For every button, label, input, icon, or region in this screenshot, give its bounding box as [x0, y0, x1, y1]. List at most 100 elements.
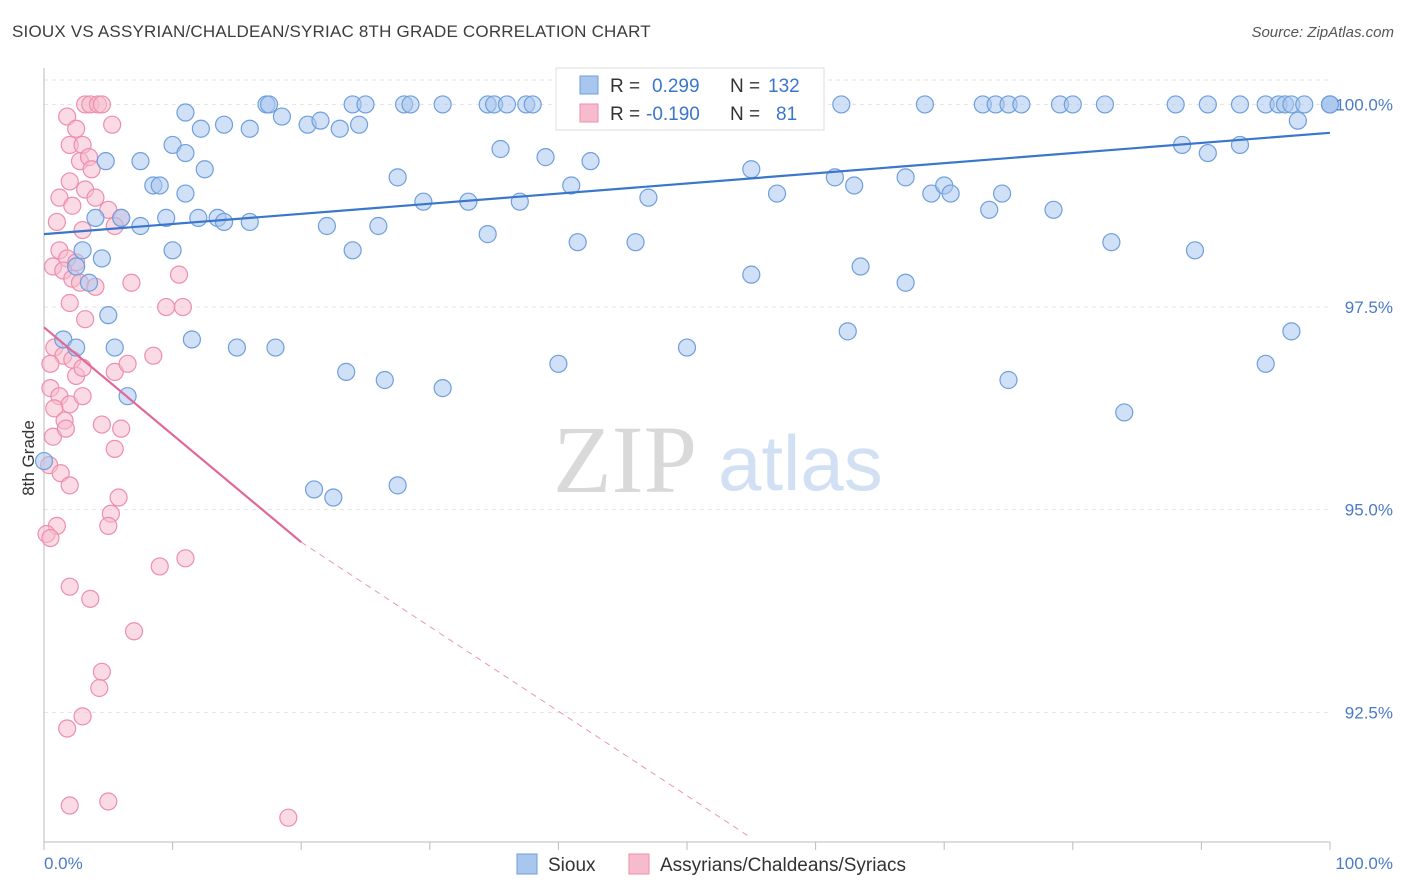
sioux-point [163, 241, 182, 260]
sioux-point [54, 330, 73, 349]
sioux-point [375, 370, 394, 390]
sioux-point [73, 241, 92, 260]
sioux-point [626, 233, 645, 252]
assyrian-point [60, 293, 79, 313]
watermark-atlas: atlas [718, 419, 883, 507]
sioux-point [941, 184, 960, 203]
assyrian-point [45, 399, 64, 418]
assyrian-point [43, 427, 63, 446]
y-tick-label-1: 95.0% [1345, 501, 1393, 520]
legend-n-value-1: 132 [768, 76, 800, 97]
sioux-point [1063, 95, 1082, 114]
sioux-point [343, 241, 362, 260]
sioux-point [1095, 95, 1115, 114]
x-tick-labels: 0.0% 100.0% [44, 854, 1393, 873]
sioux-point [562, 176, 581, 195]
sioux-point [317, 216, 337, 236]
assyrian-point [58, 719, 77, 738]
sioux-point [838, 322, 857, 341]
sioux-point [86, 208, 105, 227]
assyrian-point [51, 464, 70, 483]
assyrian-trend-line [43, 326, 302, 543]
assyrian-point [92, 662, 111, 681]
sioux-point [851, 257, 870, 276]
y-axis-label: 8th Grade [19, 420, 38, 496]
watermark: ZIP atlas [553, 406, 883, 513]
sioux-point [1185, 241, 1205, 260]
sioux-point [549, 354, 568, 373]
sioux-point [414, 192, 433, 211]
legend-n-label-2: N = [730, 104, 760, 125]
chart-source: Source: ZipAtlas.com [1251, 24, 1394, 41]
sioux-point [915, 95, 935, 114]
sioux-point [266, 338, 285, 357]
sioux-point [189, 208, 208, 227]
bottom-legend-sioux: Sioux [548, 855, 596, 876]
sioux-point [497, 95, 517, 114]
sioux-point [581, 152, 600, 171]
assyrian-point [169, 265, 189, 284]
sioux-point [1198, 95, 1217, 114]
assyrian-trend-extension [300, 541, 752, 839]
sioux-point [677, 338, 697, 357]
assyrian-point [76, 310, 95, 329]
legend-n-value-2: 81 [776, 104, 797, 125]
legend-swatch-blue [579, 75, 599, 95]
sioux-point [191, 119, 210, 138]
assyrian-point [279, 808, 298, 827]
assyrian-point [92, 95, 111, 114]
assyrian-point [56, 419, 75, 438]
assyrian-point [118, 354, 137, 373]
bottom-legend-assyrian: Assyrians/Chaldeans/Syriacs [660, 855, 906, 876]
sioux-point [304, 480, 324, 499]
assyrian-point [58, 107, 77, 126]
legend-swatch-pink [579, 103, 599, 123]
assyrian-point [105, 439, 124, 458]
x-tick-label-1: 100.0% [1335, 854, 1393, 873]
sioux-point [1166, 95, 1185, 114]
sioux-point [1295, 95, 1314, 114]
assyrian-point [82, 160, 101, 179]
sioux-point [369, 216, 388, 236]
assyrian-point [50, 188, 69, 207]
sioux-point [742, 160, 761, 179]
legend-r-value-2: -0.190 [646, 104, 700, 125]
sioux-trend-line [43, 131, 1331, 236]
y-tick-label-3: 100.0% [1335, 95, 1393, 114]
sioux-point [259, 95, 279, 114]
bottom-legend-swatch-sioux [516, 853, 538, 875]
assyrian-point [150, 557, 169, 576]
sioux-point [568, 233, 587, 252]
assyrian-point [81, 589, 100, 608]
sioux-point [92, 249, 111, 268]
sioux-point [922, 184, 941, 203]
assyrian-point [90, 678, 109, 698]
sioux-point [536, 148, 555, 167]
legend-n-label-1: N = [730, 76, 760, 97]
sioux-point [112, 208, 131, 227]
trend-lines [43, 131, 1331, 839]
sioux-point [980, 200, 999, 219]
stats-legend: R = 0.299 N = 132 R = -0.190 N = 81 [555, 67, 825, 131]
sioux-point [150, 176, 169, 195]
sioux-point [105, 338, 124, 357]
assyrian-point [41, 354, 60, 373]
assyrian-point [173, 297, 192, 317]
sioux-point [742, 265, 761, 284]
assyrian-point [176, 549, 195, 568]
sioux-point [240, 119, 259, 138]
assyrian-point [60, 577, 79, 596]
assyrian-point [92, 415, 111, 434]
sioux-point [176, 103, 195, 122]
sioux-point [176, 184, 195, 203]
assyrian-point [124, 622, 144, 641]
sioux-point [1256, 354, 1275, 373]
assyrian-point [99, 792, 118, 811]
sioux-point [176, 143, 195, 163]
assyrian-point [86, 188, 105, 207]
sioux-point [896, 273, 915, 292]
sioux-point [1198, 143, 1217, 163]
sioux-point [639, 188, 658, 207]
chart-title: SIOUX VS ASSYRIAN/CHALDEAN/SYRIAC 8TH GR… [12, 22, 651, 41]
sioux-point [79, 273, 99, 292]
